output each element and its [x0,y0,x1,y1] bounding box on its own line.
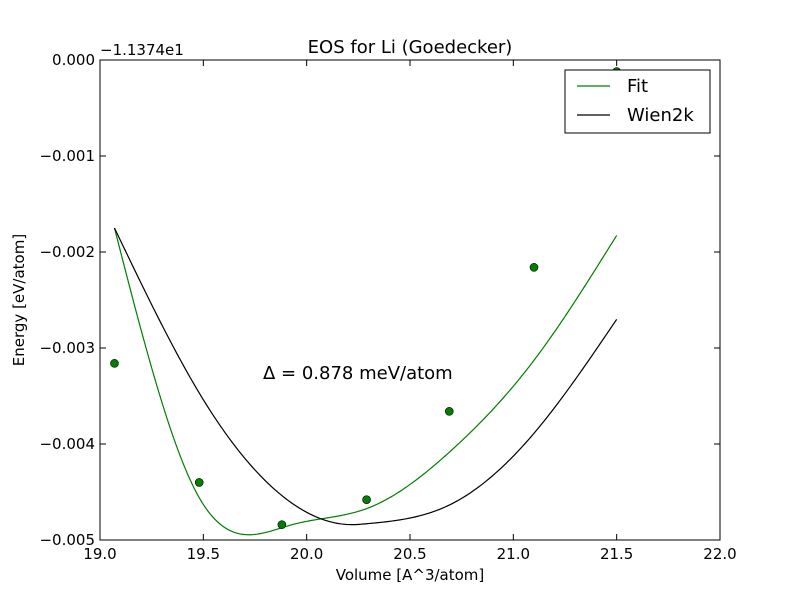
curve-fit [113,227,618,536]
delta-annotation: Δ = 0.878 meV/atom [263,363,453,384]
data-point [110,359,119,368]
x-tick-label: 21.0 [497,545,530,563]
data-point [529,263,539,272]
x-tick-labels: 19.0 19.5 20.0 20.5 21.0 21.5 22.0 [83,545,736,563]
y-axis-label: Energy [eV/atom] [10,234,28,366]
curves [113,227,618,536]
x-tick-label: 21.5 [600,545,633,563]
x-tick-label: 22.0 [703,545,736,563]
x-tick-label: 20.0 [290,545,323,563]
legend-box [564,69,711,134]
x-tick-label: 19.0 [83,545,116,563]
y-tick-label: −0.001 [39,147,95,165]
legend-label-wien2k: Wien2k [627,105,694,126]
plot-frame [99,59,721,541]
y-offset-label: −1.1374e1 [100,41,184,59]
legend-label-fit: Fit [627,76,648,97]
plot-area [100,60,720,540]
y-tick-label: −0.005 [39,531,95,549]
data-point [444,407,454,416]
y-tick-label: −0.003 [39,339,95,357]
y-tick-labels: 0.000 −0.001 −0.002 −0.003 −0.004 −0.005 [39,51,95,549]
y-tick-label: −0.002 [39,243,95,261]
chart-title: EOS for Li (Goedecker) [308,37,513,58]
data-point [362,495,371,504]
x-tick-label: 19.5 [187,545,220,563]
legend: Fit Wien2k [564,69,711,134]
curve-wien2k [113,227,618,526]
y-tick-label: −0.004 [39,435,95,453]
data-point [277,520,287,529]
data-point [194,478,204,487]
x-tick-label: 20.5 [393,545,426,563]
y-tick-label: 0.000 [52,51,95,69]
x-axis-label: Volume [A^3/atom] [336,566,485,584]
